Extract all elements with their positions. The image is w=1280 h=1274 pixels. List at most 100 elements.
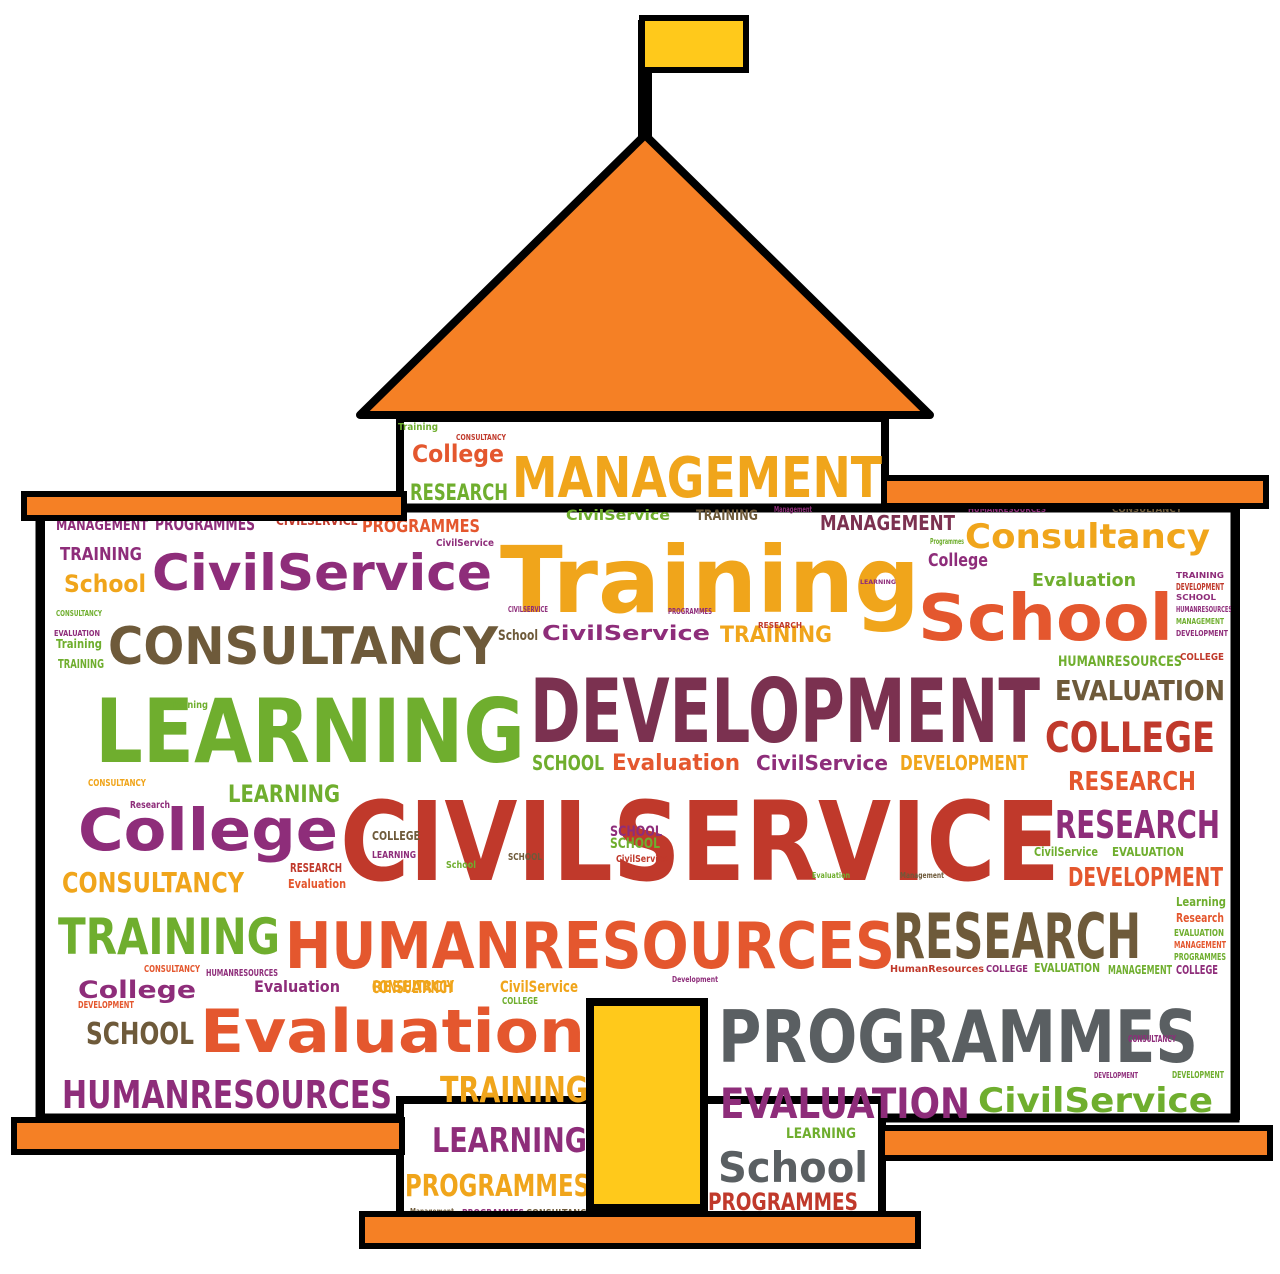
- word-college: COLLEGE: [1045, 713, 1215, 762]
- word-training: Training: [398, 422, 438, 433]
- word-evaluation: EVALUATION: [54, 629, 100, 638]
- word-evaluation: Evaluation: [200, 997, 585, 1067]
- base-step: [359, 1211, 921, 1249]
- word-school: School: [446, 860, 476, 871]
- word-development: Development: [672, 975, 718, 984]
- word-training: Training: [170, 700, 208, 711]
- word-research: RESEARCH: [758, 621, 802, 630]
- word-management: MANAGEMENT: [1176, 617, 1224, 626]
- word-school: SCHOOL: [532, 751, 604, 775]
- word-college: COLLEGE: [1180, 652, 1224, 663]
- word-school: SCHOOL: [86, 1017, 194, 1052]
- word-research: RESEARCH: [1068, 767, 1196, 797]
- word-civilservice: CIVILSERVICE: [508, 605, 548, 614]
- word-college: COLLEGE: [986, 964, 1028, 975]
- word-civilservice: CivilService: [152, 544, 492, 602]
- word-evaluation: EVALUATION: [1055, 674, 1225, 707]
- word-research: Research: [1176, 911, 1224, 925]
- word-school: School: [64, 570, 146, 598]
- word-management: Management: [774, 505, 812, 514]
- right-eave: [881, 475, 1269, 509]
- word-programmes: PROGRAMMES: [668, 607, 712, 616]
- word-school: School: [498, 628, 538, 644]
- word-development: DEVELOPMENT: [1172, 1070, 1224, 1081]
- word-training: TRAINING: [440, 1070, 588, 1111]
- word-learning: LEARNING: [95, 680, 525, 783]
- word-consultancy: Consultancy: [965, 517, 1210, 557]
- wall-left: [36, 500, 45, 1120]
- word-development: DEVELOPMENT: [78, 1000, 134, 1011]
- word-school: SCHOOL: [610, 836, 660, 852]
- word-school: SCHOOL: [1176, 593, 1216, 602]
- word-college: College: [928, 550, 988, 571]
- word-humanresources: HUMANRESOURCES: [968, 505, 1046, 514]
- word-civilservice: CivilService: [1034, 845, 1098, 859]
- right-ledge: [879, 1125, 1273, 1161]
- word-learning: LEARNING: [228, 780, 340, 808]
- word-college: COLLEGE: [502, 996, 538, 1007]
- word-learning: Learning: [1176, 895, 1226, 909]
- word-training: TRAINING: [696, 508, 758, 524]
- word-college: COLLEGE: [372, 829, 420, 843]
- word-school: School: [918, 582, 1173, 656]
- roof: [356, 131, 934, 419]
- word-consultancy: CONSULTANCY: [1128, 1034, 1176, 1045]
- word-civilservice: CivilService: [500, 977, 578, 996]
- word-management: Management: [900, 871, 944, 880]
- word-cloud: TrainingCIVILSERVICEDEVELOPMENTLEARNINGH…: [54, 422, 1232, 1219]
- word-humanresources: HUMANRESOURCES: [1058, 654, 1182, 670]
- word-consultancy: CONSULTANCY: [144, 964, 201, 975]
- word-programmes: PROGRAMMES: [405, 1169, 590, 1204]
- word-civilservice: CIVILSERVICE: [340, 778, 1060, 906]
- word-consultancy: CONSULTANCY: [56, 609, 102, 618]
- word-development: DEVELOPMENT: [900, 751, 1028, 775]
- word-development: DEVELOPMENT: [530, 660, 1040, 763]
- word-learning: LEARNING: [786, 1126, 856, 1142]
- word-college: College: [78, 796, 338, 864]
- word-management: MANAGEMENT: [1108, 963, 1173, 977]
- word-school: SCHOOL: [508, 852, 542, 863]
- word-research: RESEARCH: [290, 861, 342, 875]
- word-learning: LEARNING: [860, 579, 896, 586]
- word-training: Training: [56, 637, 102, 651]
- word-learning: LEARNING: [372, 850, 416, 861]
- word-civilservice: CivilService: [542, 621, 710, 645]
- flag: [639, 15, 749, 73]
- word-humanresources: HUMANRESOURCES: [206, 968, 278, 979]
- word-research: Research: [130, 800, 170, 811]
- door: [586, 998, 708, 1212]
- word-evaluation: EVALUATION: [1174, 928, 1224, 939]
- word-humanresources: HUMANRESOURCES: [285, 910, 895, 984]
- word-development: DEVELOPMENT: [1176, 582, 1224, 593]
- word-development: DEVELOPMENT: [1068, 863, 1223, 893]
- word-school: School: [718, 1143, 868, 1192]
- word-programmes: PROGRAMMES: [1174, 952, 1226, 963]
- word-evaluation: Evaluation: [812, 871, 850, 880]
- word-training: Training: [500, 527, 920, 634]
- word-college: COLLEGE: [1176, 963, 1218, 977]
- word-management: MANAGEMENT: [1174, 940, 1226, 951]
- word-programmes: PROGRAMMES: [718, 995, 1198, 1079]
- word-management: MANAGEMENT: [56, 518, 148, 534]
- word-school: SCHOOL: [610, 824, 662, 840]
- word-consultancy: CONSULTANCY: [88, 778, 147, 789]
- word-research: RESEARCH: [410, 481, 508, 506]
- word-research: RESEARCH: [893, 900, 1141, 973]
- word-civilservice: CivilService: [616, 854, 668, 865]
- word-training: TRAINING: [60, 544, 142, 565]
- word-research: RESEARCH: [1055, 803, 1220, 847]
- word-evaluation: Evaluation: [1032, 570, 1136, 591]
- wall-right: [1231, 500, 1240, 1120]
- word-training: TRAINING: [1176, 571, 1224, 580]
- word-consultancy: CONSULTANCY: [108, 617, 499, 677]
- tower-body: [396, 414, 889, 522]
- word-learning: LEARNING: [432, 1121, 587, 1161]
- word-development: DEVELOPMENT: [1094, 1071, 1138, 1080]
- word-consultancy: CONSULTANCY: [62, 866, 245, 899]
- word-evaluation: EVALUATION: [720, 1079, 970, 1128]
- word-college: College: [412, 440, 504, 468]
- word-consultancy: CONSULTANCY: [1112, 505, 1182, 514]
- word-management: MANAGEMENT: [820, 511, 955, 535]
- word-civilservice: CivilService: [566, 508, 670, 524]
